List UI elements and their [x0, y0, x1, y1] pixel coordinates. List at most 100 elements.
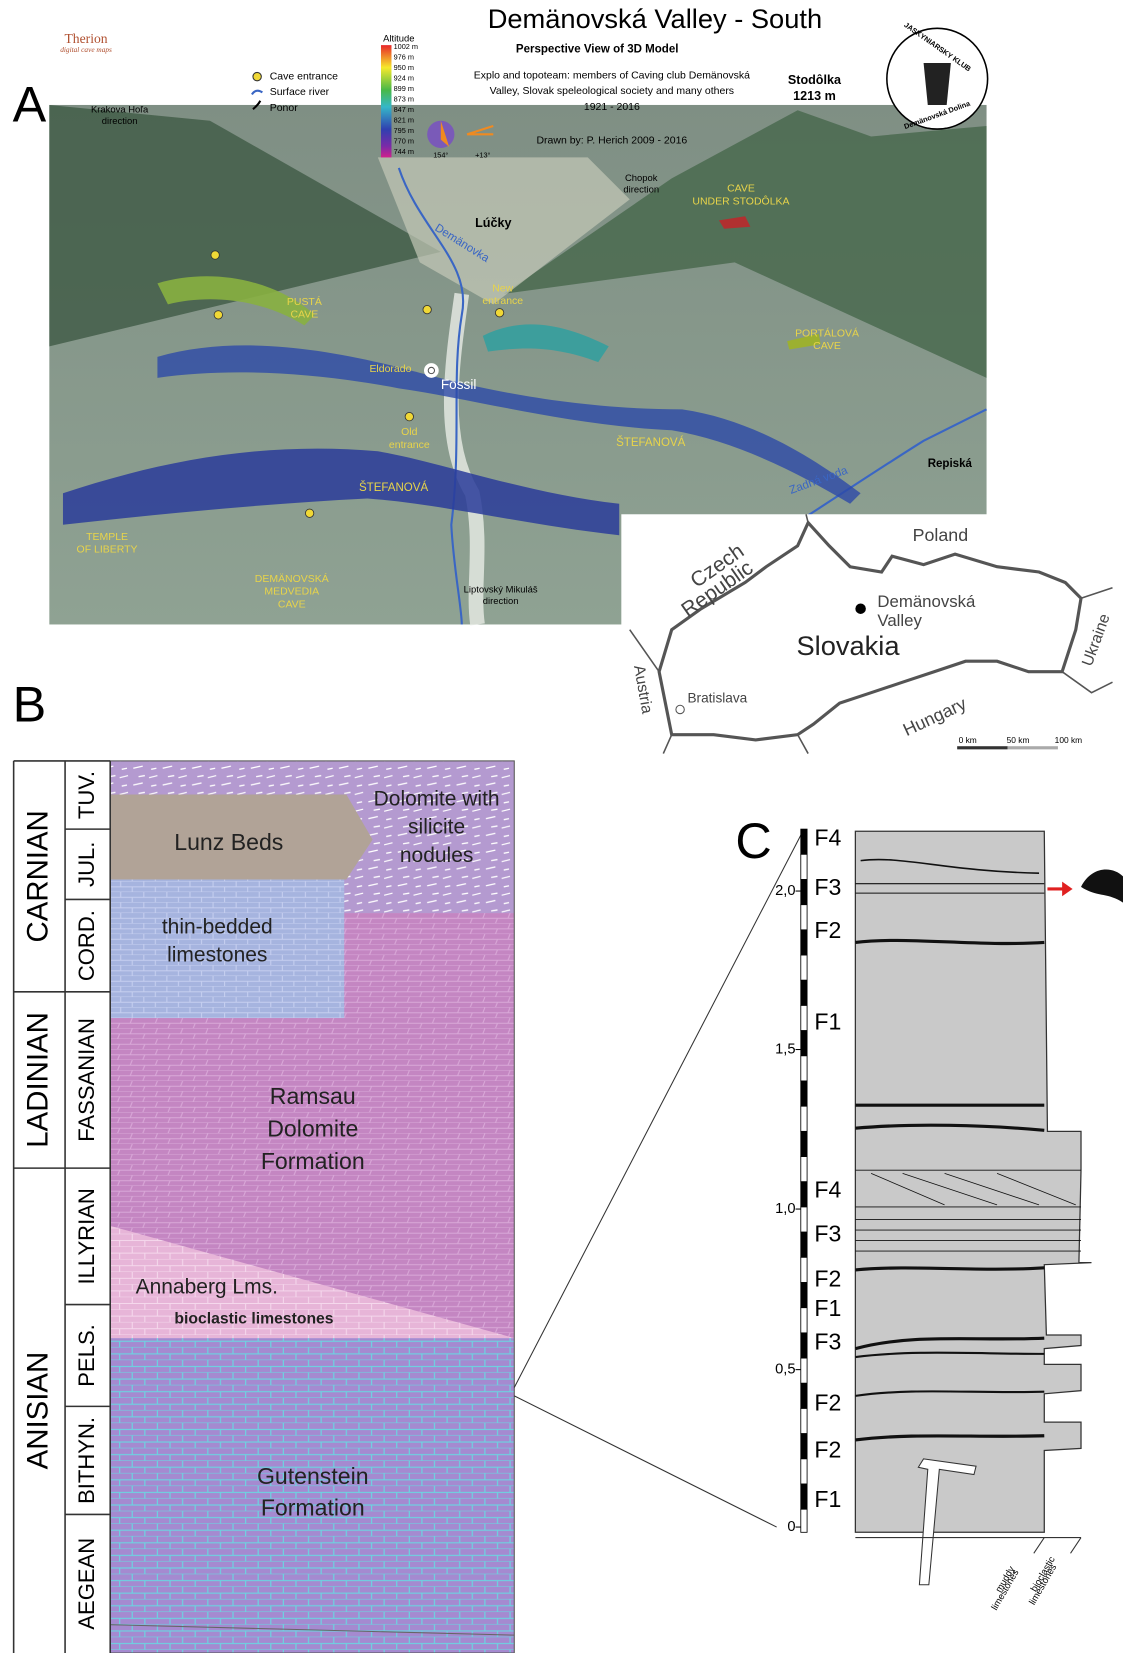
- legend-river: [251, 89, 263, 96]
- facies-label: F2: [814, 1437, 841, 1463]
- facies-label: F4: [814, 1176, 841, 1202]
- place-label: entrance: [482, 296, 523, 307]
- scale-bar: [800, 1206, 808, 1233]
- place-label: Lúčky: [475, 216, 511, 230]
- scale-bar: [800, 929, 808, 956]
- place-label: PORTÁLOVÁ: [795, 327, 859, 340]
- cross-lamination: [870, 1172, 1076, 1206]
- stage-grid: [12, 760, 111, 1653]
- place-label: ŠTEFANOVÁ: [359, 481, 429, 494]
- substage-label: JUL.: [74, 842, 99, 887]
- bed-surface: [855, 1123, 1045, 1132]
- unit-label: Dolomite: [267, 1115, 358, 1141]
- entrance: [404, 412, 414, 422]
- peak-label: 1213 m: [793, 89, 836, 103]
- valley-dot: [855, 603, 866, 614]
- substage-label: TUV.: [74, 771, 99, 819]
- club-logo-lamp: [923, 62, 951, 105]
- place-label: Liptovský Mikuláš: [464, 584, 538, 595]
- place-label: Eldorado: [369, 364, 411, 375]
- map-label: Valley: [877, 611, 922, 630]
- grain-scale: [855, 1537, 1082, 1554]
- place-label: CAVE: [813, 341, 841, 352]
- place-label: entrance: [389, 440, 430, 451]
- place-label: CAVE: [727, 184, 755, 195]
- scale-bar: [800, 1433, 808, 1460]
- place-label: CAVE: [278, 599, 306, 610]
- unit-label: Lunz Beds: [174, 829, 283, 855]
- place-label: New: [492, 283, 513, 294]
- lunz-unit: [110, 794, 373, 880]
- section-column: [854, 830, 1092, 1533]
- entrance: [304, 508, 315, 518]
- fossil-icon: [424, 363, 439, 378]
- neighbor-border: [629, 514, 1113, 754]
- azimuth: 154°: [433, 150, 448, 159]
- facies-label: F2: [814, 1389, 841, 1415]
- altitude-label: 795 m: [394, 126, 414, 135]
- subtitle: Perspective View of 3D Model: [516, 43, 679, 55]
- scale-bar: [800, 1130, 808, 1157]
- place-label: CAVE: [290, 310, 318, 321]
- tilt-icon: [466, 124, 494, 136]
- place-label: MEDVEDIA: [264, 587, 319, 598]
- scale-label: 0: [787, 1519, 795, 1535]
- credits: Explo and topoteam: members of Caving cl…: [474, 70, 750, 81]
- cave-passage: [157, 276, 315, 326]
- scale-bar: [800, 954, 808, 981]
- legend-label: Cave entrance: [270, 71, 338, 82]
- place-label: Krakova Hoľa: [91, 105, 149, 116]
- unit-label: thin-bedded: [162, 915, 273, 938]
- altitude-title: Altitude: [383, 33, 414, 44]
- scale-bar: [800, 1231, 808, 1258]
- hammer: [917, 1458, 977, 1586]
- peak-label: Stodôlka: [788, 73, 842, 87]
- map-label: Demänovská: [877, 592, 976, 611]
- map-scale-label: 50 km: [1007, 735, 1030, 745]
- map-scale-label: 100 km: [1055, 735, 1082, 745]
- facies-label: F3: [814, 1328, 841, 1354]
- map-scale: [957, 746, 1008, 750]
- substage-label: CORD.: [74, 910, 99, 981]
- entrance: [213, 310, 223, 320]
- facies-label: F1: [814, 1008, 841, 1034]
- legend-ponor: [252, 100, 262, 110]
- place-label: direction: [483, 596, 519, 607]
- stage-label: LADINIAN: [22, 1012, 55, 1148]
- entrances: [210, 250, 505, 518]
- scale-bar: [800, 1080, 808, 1107]
- entrance: [422, 304, 432, 315]
- scale-bar: [800, 1357, 808, 1384]
- scale-label: 2,0: [775, 883, 795, 899]
- place-label: Fossil: [441, 377, 477, 392]
- bedding: [854, 858, 1082, 1442]
- cave-passage: [157, 345, 861, 504]
- unit-label: limestones: [167, 944, 267, 967]
- cave-passage: [62, 448, 620, 536]
- cave-passage: [482, 324, 609, 363]
- altitude-label: 924 m: [394, 74, 414, 83]
- scale-bar: [800, 1055, 808, 1082]
- scale-bar: [800, 853, 808, 880]
- logo-text: digital cave maps: [60, 45, 112, 54]
- place-label: TEMPLE: [86, 532, 128, 543]
- scale-bar: [800, 1483, 808, 1510]
- altitude-label: 1002 m: [394, 42, 418, 51]
- legend-label: Ponor: [270, 103, 298, 114]
- scale-bar: [800, 828, 808, 855]
- scale-bar: [800, 1282, 808, 1309]
- scale-bar: [800, 1030, 808, 1057]
- substage-label: BITHYN.: [74, 1417, 99, 1504]
- altitude-label: 847 m: [394, 105, 414, 114]
- facies-label: F1: [814, 1486, 841, 1512]
- scale-bar: [800, 904, 808, 931]
- slovakia-border: [657, 519, 1083, 742]
- credits: 1921 - 2016: [584, 102, 640, 113]
- unit-label: Annaberg Lms.: [136, 1275, 278, 1298]
- altitude-label: 873 m: [394, 95, 414, 104]
- scale-bar: [800, 1332, 808, 1359]
- altitude-label: 770 m: [394, 137, 414, 146]
- map-label: Bratislava: [687, 691, 747, 706]
